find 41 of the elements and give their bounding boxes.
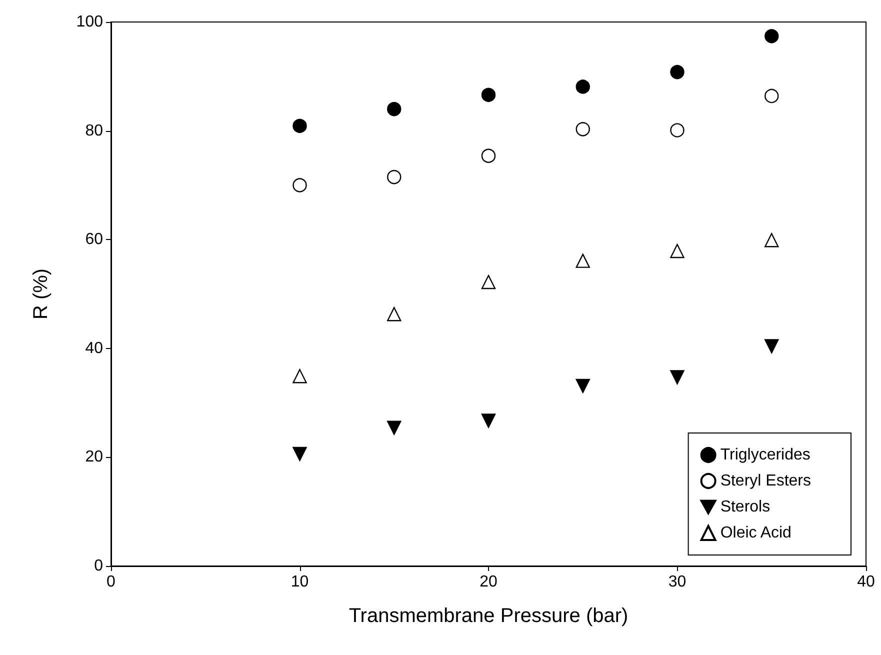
point bbox=[481, 414, 496, 428]
point bbox=[481, 88, 496, 102]
y-axis-title: R (%) bbox=[30, 268, 52, 320]
x-tick-label: 40 bbox=[857, 574, 875, 590]
point bbox=[387, 420, 402, 435]
legend-label: Steryl Esters bbox=[720, 472, 811, 490]
point bbox=[481, 148, 496, 163]
x-axis-title: Transmembrane Pressure (bar) bbox=[348, 605, 628, 627]
y-tick-label: 100 bbox=[76, 14, 104, 30]
point bbox=[292, 369, 307, 384]
point bbox=[387, 102, 402, 116]
y-tick-label: 0 bbox=[94, 558, 104, 574]
point bbox=[576, 122, 590, 136]
point bbox=[292, 178, 307, 192]
legend-label: Sterols bbox=[720, 498, 770, 516]
point bbox=[764, 233, 779, 248]
y-tick-label: 20 bbox=[85, 448, 104, 466]
point bbox=[387, 307, 402, 322]
point bbox=[670, 370, 684, 384]
point bbox=[764, 29, 779, 44]
legend-label: Triglycerides bbox=[720, 446, 810, 464]
point bbox=[670, 244, 684, 258]
x-tick-label: 20 bbox=[480, 574, 498, 590]
point bbox=[292, 446, 307, 462]
y-tick-label: 40 bbox=[85, 340, 104, 357]
point bbox=[481, 274, 496, 290]
point bbox=[292, 118, 307, 133]
point bbox=[576, 378, 590, 394]
x-tick-label: 0 bbox=[106, 574, 116, 590]
point bbox=[576, 80, 590, 94]
x-tick-label: 10 bbox=[290, 574, 309, 590]
point bbox=[670, 64, 684, 80]
y-tick-label: 80 bbox=[85, 122, 104, 140]
point bbox=[576, 254, 590, 268]
legend-label: Oleic Acid bbox=[720, 524, 792, 542]
point bbox=[764, 88, 779, 104]
y-tick-label: 60 bbox=[85, 231, 104, 248]
point bbox=[670, 123, 684, 138]
x-tick-label: 30 bbox=[668, 574, 686, 590]
point bbox=[387, 170, 402, 184]
point bbox=[764, 339, 779, 354]
